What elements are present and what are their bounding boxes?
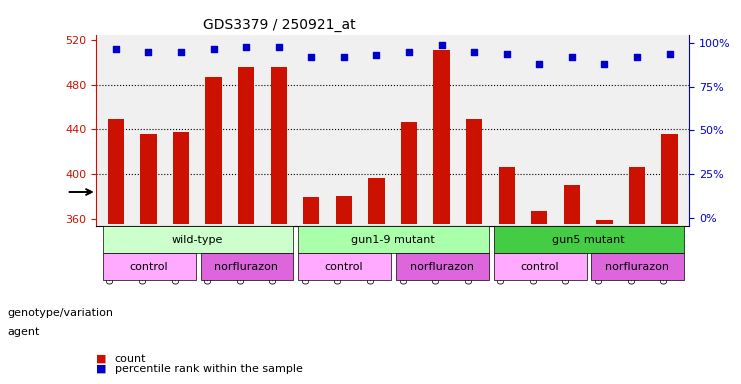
Text: GDS3379 / 250921_at: GDS3379 / 250921_at bbox=[203, 18, 356, 32]
Bar bbox=[629, 167, 645, 224]
Point bbox=[534, 61, 545, 67]
Bar bbox=[597, 220, 613, 224]
Point bbox=[501, 51, 513, 57]
Bar bbox=[336, 196, 352, 224]
Text: gun1-9 mutant: gun1-9 mutant bbox=[350, 235, 435, 245]
Text: control: control bbox=[325, 262, 363, 272]
Point bbox=[468, 49, 480, 55]
FancyBboxPatch shape bbox=[396, 253, 489, 280]
Bar bbox=[564, 185, 580, 224]
Text: gun5 mutant: gun5 mutant bbox=[552, 235, 625, 245]
Point bbox=[338, 54, 350, 60]
Point bbox=[142, 49, 154, 55]
Text: control: control bbox=[129, 262, 167, 272]
Text: agent: agent bbox=[7, 327, 40, 337]
Point bbox=[273, 44, 285, 50]
Text: genotype/variation: genotype/variation bbox=[7, 308, 113, 318]
Bar bbox=[140, 134, 156, 224]
FancyBboxPatch shape bbox=[201, 253, 293, 280]
Bar bbox=[662, 134, 678, 224]
Point bbox=[240, 44, 252, 50]
Point bbox=[370, 52, 382, 58]
FancyBboxPatch shape bbox=[591, 253, 684, 280]
FancyBboxPatch shape bbox=[494, 227, 684, 253]
Text: norflurazon: norflurazon bbox=[214, 262, 278, 272]
Point bbox=[631, 54, 643, 60]
Text: percentile rank within the sample: percentile rank within the sample bbox=[115, 364, 303, 374]
Bar bbox=[173, 132, 189, 224]
Bar bbox=[368, 179, 385, 224]
Text: ■: ■ bbox=[96, 364, 107, 374]
FancyBboxPatch shape bbox=[103, 253, 196, 280]
Text: norflurazon: norflurazon bbox=[605, 262, 669, 272]
Point bbox=[599, 61, 611, 67]
Point bbox=[566, 54, 578, 60]
Point bbox=[175, 49, 187, 55]
Bar bbox=[270, 67, 287, 224]
Bar bbox=[466, 119, 482, 224]
FancyBboxPatch shape bbox=[103, 227, 293, 253]
Point bbox=[110, 45, 122, 51]
Bar bbox=[303, 197, 319, 224]
Bar bbox=[531, 211, 548, 224]
Text: norflurazon: norflurazon bbox=[410, 262, 473, 272]
Point bbox=[664, 51, 676, 57]
Text: ■: ■ bbox=[96, 354, 107, 364]
Bar bbox=[238, 67, 254, 224]
Point bbox=[436, 42, 448, 48]
FancyBboxPatch shape bbox=[494, 253, 587, 280]
Bar bbox=[401, 122, 417, 224]
Bar bbox=[205, 77, 222, 224]
Bar bbox=[499, 167, 515, 224]
FancyBboxPatch shape bbox=[299, 227, 489, 253]
Bar bbox=[107, 119, 124, 224]
Point bbox=[403, 49, 415, 55]
Text: wild-type: wild-type bbox=[172, 235, 223, 245]
Point bbox=[305, 54, 317, 60]
Text: control: control bbox=[520, 262, 559, 272]
Bar bbox=[433, 50, 450, 224]
FancyBboxPatch shape bbox=[299, 253, 391, 280]
Text: count: count bbox=[115, 354, 147, 364]
Point bbox=[207, 45, 219, 51]
